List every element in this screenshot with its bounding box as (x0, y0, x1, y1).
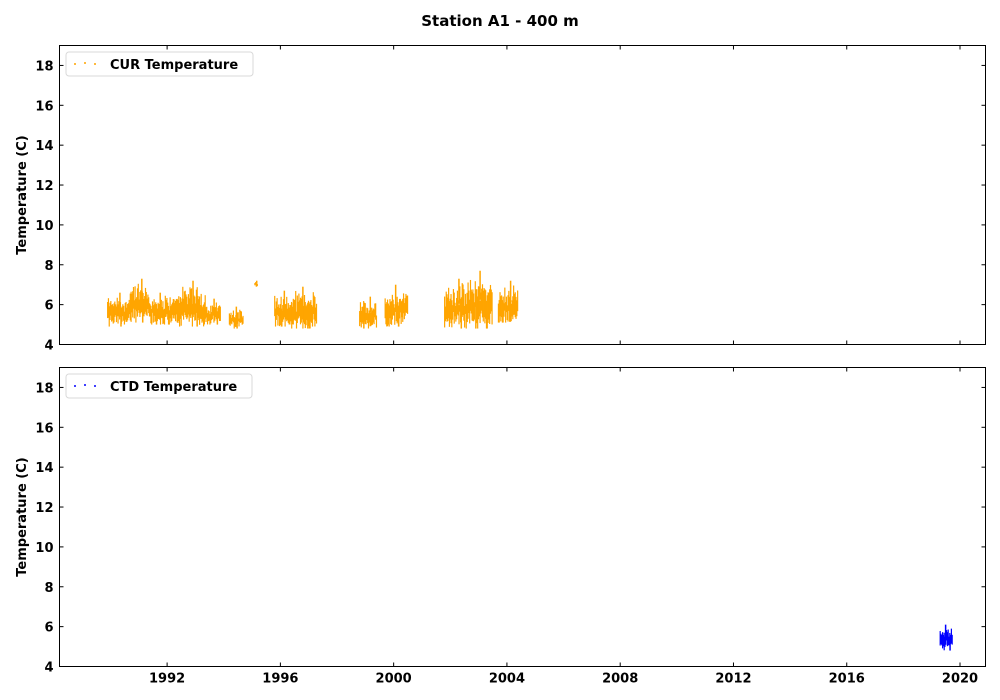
ctd-legend-box (65, 373, 253, 399)
ctd-x-tick-label: 2016 (829, 672, 865, 687)
ctd-x-tick-label: 2012 (715, 672, 751, 687)
chart-title: Station A1 - 400 m (421, 12, 579, 30)
ctd-data-segment (939, 624, 953, 651)
ctd-y-tick-label: 12 (35, 501, 53, 516)
cur-data-segment (175, 280, 207, 327)
ctd-legend-dot (84, 384, 86, 386)
cur-data-segment (254, 280, 258, 287)
cur-legend-label: CUR Temperature (110, 58, 238, 73)
ctd-y-ticks: 4 6 8 10 12 14 16 18 (35, 381, 986, 676)
ctd-y-tick-label: 10 (35, 541, 53, 556)
cur-y-tick-label: 16 (35, 99, 53, 114)
panel-cur-temperature: 4 6 8 10 12 14 16 18 Temperature (C) CUR Temper… (15, 45, 986, 354)
ctd-x-ticks: 1992 1996 2000 2004 2008 2012 2016 2020 (149, 367, 978, 687)
cur-y-tick-label: 10 (35, 219, 53, 234)
cur-y-tick-label: 14 (35, 139, 53, 154)
cur-legend-marker (74, 62, 96, 65)
ctd-y-tick-label: 4 (44, 661, 53, 676)
ctd-legend-label: CTD Temperature (110, 380, 237, 395)
cur-data-segment (107, 292, 131, 327)
cur-legend-dot (94, 63, 96, 65)
cur-legend-box (65, 51, 254, 77)
ctd-x-tick-label: 2020 (942, 672, 978, 687)
cur-data-segment (359, 296, 378, 329)
cur-data-segment (129, 278, 151, 323)
ctd-x-tick-label: 1992 (149, 672, 185, 687)
ctd-y-tick-label: 16 (35, 421, 53, 436)
cur-axes-frame (59, 45, 986, 345)
cur-y-tick-label: 8 (44, 259, 53, 274)
cur-y-axis-label: Temperature (C) (15, 135, 30, 254)
cur-legend-dot (74, 63, 76, 65)
cur-data-segment (274, 290, 293, 327)
panel-ctd-temperature: 4 6 8 10 12 14 16 18 1992 1996 2000 2004 2008 2012 20… (15, 367, 986, 687)
ctd-legend-dot (74, 385, 76, 387)
ctd-legend: CTD Temperature (65, 373, 253, 399)
ctd-y-tick-label: 14 (35, 461, 53, 476)
ctd-x-tick-label: 2000 (376, 672, 412, 687)
cur-y-tick-label: 4 (44, 339, 53, 354)
ctd-data-layer (939, 624, 953, 651)
ctd-legend-dot (94, 385, 96, 387)
cur-y-tick-label: 6 (44, 299, 53, 314)
ctd-x-tick-label: 1996 (262, 672, 298, 687)
cur-y-tick-label: 12 (35, 179, 53, 194)
cur-legend: CUR Temperature (65, 51, 254, 77)
ctd-y-tick-label: 6 (44, 621, 53, 636)
cur-data-segment (291, 286, 318, 329)
cur-data-segment (228, 306, 244, 329)
cur-data-segment (444, 278, 468, 329)
cur-data-segment (206, 298, 221, 325)
ctd-axes-frame (59, 367, 986, 667)
cur-y-tick-label: 18 (35, 59, 53, 74)
cur-legend-dot (84, 62, 86, 64)
cur-y-ticks: 4 6 8 10 12 14 16 18 (35, 59, 986, 354)
cur-x-ticks (166, 45, 961, 345)
ctd-y-tick-label: 18 (35, 381, 53, 396)
ctd-y-tick-label: 8 (44, 581, 53, 596)
cur-data-segment (497, 280, 519, 323)
cur-data-segment (149, 292, 176, 325)
ctd-y-axis-label: Temperature (C) (15, 457, 30, 576)
cur-data-segment (466, 270, 493, 329)
ctd-x-tick-label: 2008 (602, 672, 638, 687)
cur-data-segment (384, 284, 409, 327)
ctd-legend-marker (74, 384, 96, 387)
ctd-x-tick-label: 2004 (489, 672, 525, 687)
cur-data-layer (107, 270, 519, 329)
